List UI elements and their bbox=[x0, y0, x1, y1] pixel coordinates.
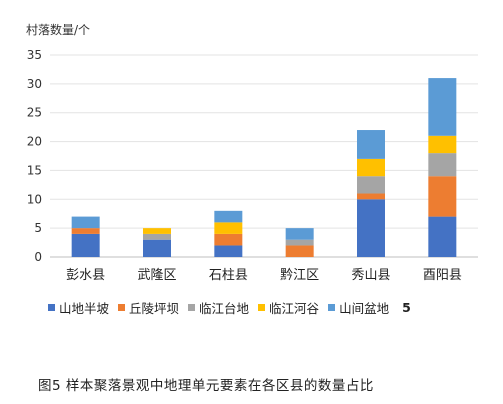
legend-swatch bbox=[258, 304, 266, 311]
legend-item: 临江台地 bbox=[188, 298, 249, 317]
bar-segment bbox=[428, 176, 457, 217]
legend-item: 丘陵坪坝 bbox=[118, 298, 179, 317]
legend: 山地半坡 丘陵坪坝 临江台地 临江河谷 山间盆地 5 bbox=[48, 298, 411, 317]
bar-segment bbox=[143, 239, 171, 257]
x-tick-label: 秀山县 bbox=[351, 268, 390, 283]
y-tick-label: 25 bbox=[27, 106, 42, 120]
bar-segment bbox=[71, 233, 100, 257]
legend-label: 山地半坡 bbox=[59, 301, 110, 316]
figure-caption: 图5 样本聚落景观中地理单元要素在各区县的数量占比 bbox=[38, 378, 374, 394]
legend-swatch bbox=[48, 304, 55, 311]
bar-segment bbox=[428, 216, 457, 257]
stray-legend-text: 5 bbox=[402, 300, 411, 315]
bar-segment bbox=[214, 233, 243, 246]
legend-label: 临江台地 bbox=[199, 301, 250, 316]
bar-segment bbox=[428, 135, 457, 154]
legend-label: 丘陵坪坝 bbox=[129, 301, 180, 316]
bar-segment bbox=[428, 153, 457, 177]
bars bbox=[71, 78, 457, 257]
y-axis-ticks: 0 5 10 15 20 25 30 35 bbox=[27, 48, 42, 264]
bar-segment bbox=[357, 158, 385, 177]
y-tick-label: 0 bbox=[34, 250, 42, 264]
bar-segment bbox=[71, 216, 100, 229]
bar-segment bbox=[143, 228, 171, 234]
bar-segment bbox=[214, 210, 243, 223]
x-tick-label: 石柱县 bbox=[209, 268, 248, 283]
legend-swatch bbox=[118, 304, 126, 311]
legend-label: 山间盆地 bbox=[339, 301, 390, 316]
x-tick-label: 黔江区 bbox=[280, 268, 319, 283]
y-tick-label: 10 bbox=[27, 192, 42, 206]
bar-segment bbox=[285, 239, 314, 246]
bar-segment bbox=[357, 199, 385, 257]
legend-swatch bbox=[188, 304, 196, 311]
bar-segment bbox=[357, 176, 385, 194]
legend-item: 山间盆地 bbox=[328, 298, 389, 317]
bar-segment bbox=[71, 228, 100, 234]
legend-item: 临江河谷 bbox=[258, 298, 319, 317]
x-tick-label: 酉阳县 bbox=[423, 268, 462, 283]
bar-segment bbox=[285, 228, 314, 240]
y-tick-label: 35 bbox=[27, 48, 42, 62]
bar-segment bbox=[143, 233, 171, 240]
bar-segment bbox=[285, 245, 314, 257]
x-axis-ticks: 彭水县 武隆区 石柱县 黔江区 秀山县 酉阳县 bbox=[66, 268, 462, 283]
bar-segment bbox=[357, 130, 385, 159]
bar-segment bbox=[428, 78, 457, 136]
bar-segment bbox=[357, 193, 385, 200]
y-tick-label: 30 bbox=[27, 77, 42, 91]
x-tick-label: 彭水县 bbox=[66, 268, 105, 283]
gridlines bbox=[50, 54, 478, 258]
bar-segment bbox=[214, 245, 243, 257]
y-tick-label: 15 bbox=[27, 163, 42, 177]
legend-swatch bbox=[328, 304, 336, 311]
y-axis-label: 村落数量/个 bbox=[26, 23, 91, 37]
legend-label: 临江河谷 bbox=[269, 301, 320, 316]
y-tick-label: 20 bbox=[27, 135, 42, 149]
x-tick-label: 武隆区 bbox=[137, 268, 176, 283]
bar-segment bbox=[214, 222, 243, 234]
y-tick-label: 5 bbox=[34, 221, 42, 235]
legend-item: 山地半坡 bbox=[48, 298, 109, 317]
